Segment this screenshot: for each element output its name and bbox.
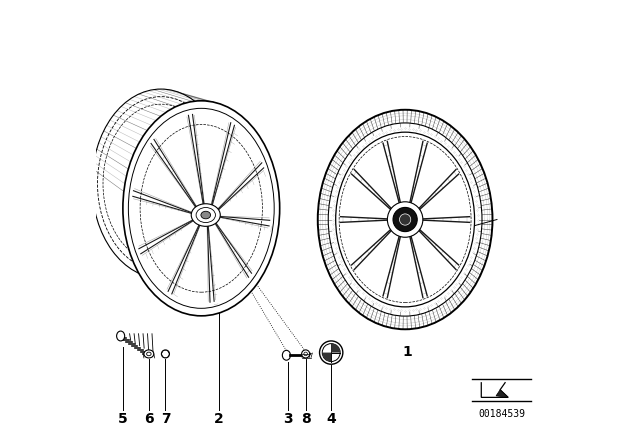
Ellipse shape xyxy=(147,352,151,356)
Ellipse shape xyxy=(304,352,307,356)
Text: 4: 4 xyxy=(326,412,336,426)
Ellipse shape xyxy=(328,123,482,316)
Ellipse shape xyxy=(116,331,125,341)
Ellipse shape xyxy=(317,110,493,329)
Ellipse shape xyxy=(123,101,280,316)
Text: 7: 7 xyxy=(161,412,170,426)
Ellipse shape xyxy=(196,207,216,223)
Ellipse shape xyxy=(144,350,154,358)
Ellipse shape xyxy=(301,350,310,358)
Ellipse shape xyxy=(399,214,411,225)
Polygon shape xyxy=(496,390,508,397)
Ellipse shape xyxy=(393,207,417,232)
Text: 2: 2 xyxy=(214,412,224,426)
Polygon shape xyxy=(323,353,332,362)
Text: 8: 8 xyxy=(301,412,310,426)
Text: 5: 5 xyxy=(118,412,128,426)
Text: 00184539: 00184539 xyxy=(478,409,525,418)
Text: 6: 6 xyxy=(144,412,154,426)
Ellipse shape xyxy=(387,202,423,237)
Ellipse shape xyxy=(336,132,475,307)
Polygon shape xyxy=(332,344,340,353)
Ellipse shape xyxy=(161,350,170,358)
Ellipse shape xyxy=(319,341,343,364)
Ellipse shape xyxy=(201,211,211,219)
Ellipse shape xyxy=(191,204,220,226)
Text: 3: 3 xyxy=(283,412,292,426)
Ellipse shape xyxy=(323,344,340,362)
Text: 1: 1 xyxy=(403,345,412,359)
Ellipse shape xyxy=(282,350,291,360)
